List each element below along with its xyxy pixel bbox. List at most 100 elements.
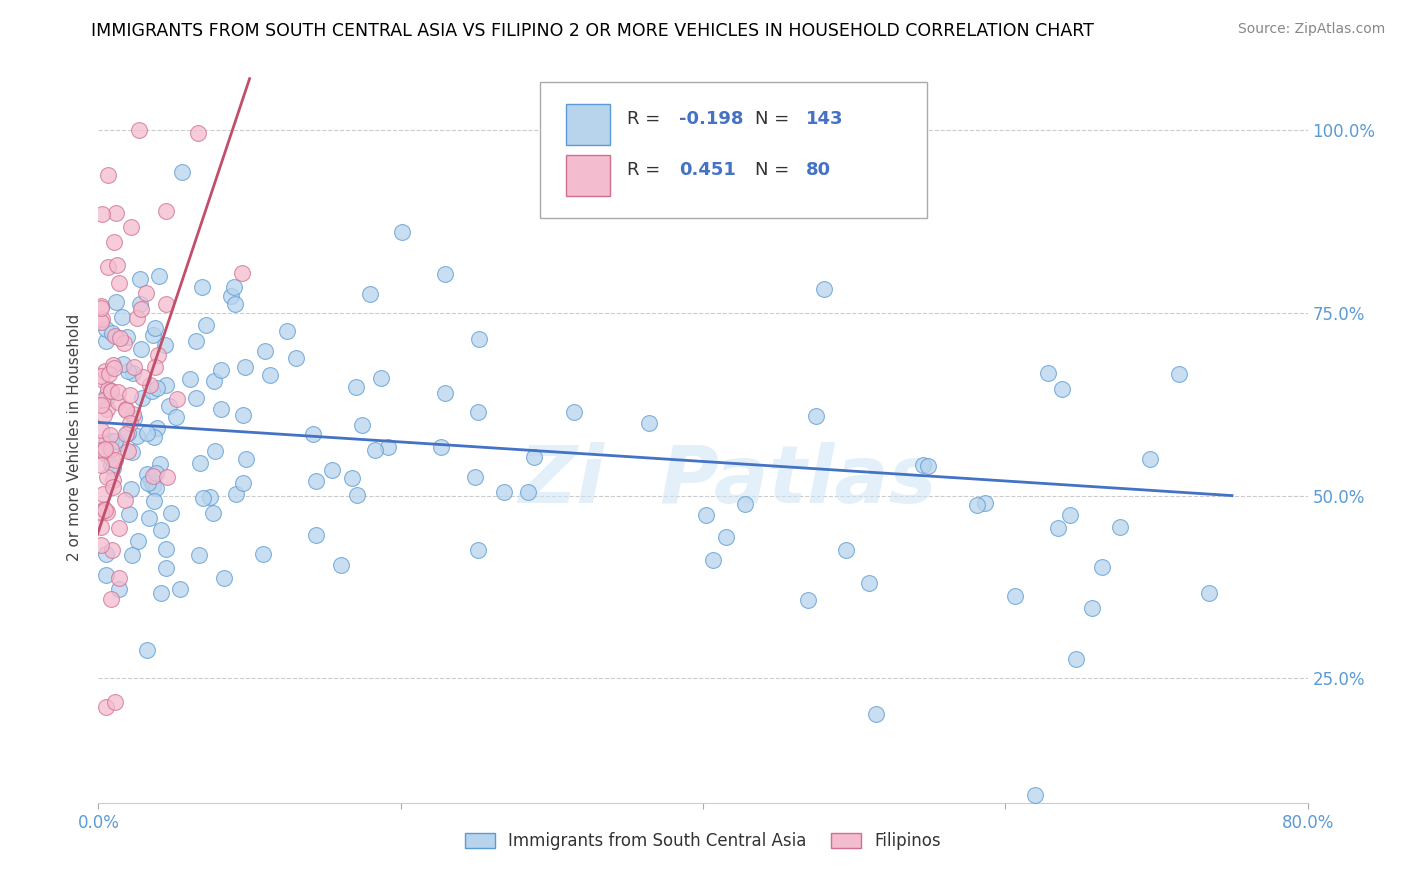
Point (146, 382, 169, 396)
Point (104, 453, 127, 467)
Point (468, 332, 491, 346)
Point (156, 470, 179, 484)
Point (344, 379, 367, 393)
Point (155, 377, 177, 392)
Point (157, 400, 180, 414)
Point (115, 426, 138, 441)
Point (434, 385, 457, 400)
Point (342, 471, 364, 485)
Point (115, 402, 138, 417)
Point (108, 521, 131, 535)
Point (91, 207, 114, 221)
Point (150, 523, 173, 537)
Point (131, 392, 153, 406)
Point (101, 451, 124, 466)
Point (139, 475, 162, 489)
Y-axis label: 2 or more Vehicles in Household: 2 or more Vehicles in Household (67, 313, 83, 561)
Point (966, 498, 988, 512)
Point (187, 549, 209, 563)
Point (136, 643, 159, 657)
Point (734, 496, 756, 510)
Point (90, 311, 112, 326)
Point (139, 377, 162, 392)
Point (90, 442, 112, 457)
Point (695, 508, 717, 522)
Point (104, 205, 127, 219)
Point (121, 407, 143, 421)
Point (112, 335, 135, 350)
Point (155, 297, 177, 311)
Point (136, 426, 159, 441)
Point (214, 571, 236, 585)
Point (232, 409, 254, 423)
Text: IMMIGRANTS FROM SOUTH CENTRAL ASIA VS FILIPINO 2 OR MORE VEHICLES IN HOUSEHOLD C: IMMIGRANTS FROM SOUTH CENTRAL ASIA VS FI… (91, 22, 1094, 40)
Point (93, 444, 115, 458)
Point (797, 592, 820, 607)
Point (1059, 508, 1081, 522)
Point (145, 481, 167, 495)
Point (90, 538, 112, 552)
Point (97, 382, 120, 396)
Point (150, 586, 173, 600)
Point (209, 363, 232, 377)
Point (97, 168, 120, 182)
Point (169, 582, 191, 596)
Point (98, 428, 121, 442)
Point (103, 480, 125, 494)
Point (103, 358, 125, 372)
Point (138, 510, 160, 524)
Point (523, 450, 546, 464)
Point (224, 296, 246, 310)
Point (90, 369, 112, 384)
Point (232, 476, 254, 491)
Text: N =: N = (755, 110, 794, 128)
Point (129, 297, 152, 311)
Text: 143: 143 (806, 110, 844, 128)
Point (391, 225, 413, 239)
Point (201, 506, 224, 520)
Text: R =: R = (627, 110, 666, 128)
Point (1052, 382, 1074, 396)
Point (94, 392, 117, 406)
Point (90, 434, 112, 449)
Point (96, 469, 118, 483)
Point (190, 280, 212, 294)
Point (974, 496, 997, 510)
Point (121, 445, 143, 459)
Legend: Immigrants from South Central Asia, Filipinos: Immigrants from South Central Asia, Fili… (458, 825, 948, 856)
Point (835, 543, 858, 558)
Point (100, 434, 122, 449)
Point (90, 423, 112, 437)
Point (128, 272, 150, 286)
Point (120, 219, 142, 234)
Point (132, 370, 155, 384)
Point (101, 461, 124, 475)
Point (122, 359, 145, 374)
Point (96, 505, 118, 519)
Point (330, 558, 353, 573)
Point (235, 452, 257, 467)
Point (94, 436, 117, 450)
Point (1168, 367, 1191, 381)
Point (103, 235, 125, 250)
Text: -0.198: -0.198 (679, 110, 744, 128)
Point (202, 374, 225, 388)
Point (184, 391, 207, 405)
Point (1198, 585, 1220, 599)
Point (120, 482, 142, 496)
Point (370, 370, 392, 384)
Point (865, 706, 887, 721)
Point (302, 426, 325, 441)
Point (94, 442, 117, 457)
Point (222, 279, 245, 293)
Point (105, 294, 128, 309)
Point (494, 485, 516, 500)
Point (90, 398, 112, 412)
Point (118, 387, 141, 401)
Point (467, 543, 489, 558)
Point (917, 458, 939, 473)
Point (122, 410, 145, 425)
Point (179, 371, 201, 385)
Point (104, 695, 127, 709)
Point (108, 277, 131, 291)
